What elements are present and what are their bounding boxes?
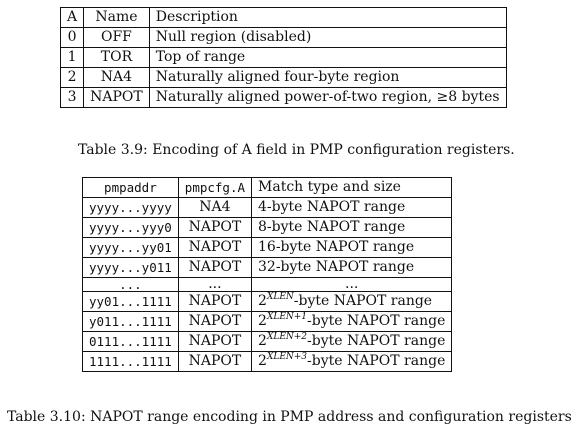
cell-pmpcfg: NAPOT [177, 237, 253, 258]
cell-pmpcfg: NAPOT [177, 257, 253, 278]
cell-pmpcfg: ... [177, 277, 253, 292]
napot-encoding-table: pmpaddr pmpcfg.A Match type and size yyy… [82, 177, 453, 372]
table-row: yy01...1111 NAPOT 2XLEN-byte NAPOT range [82, 291, 453, 312]
cell-match-type: 2XLEN-byte NAPOT range [251, 291, 453, 312]
header-pmpaddr: pmpaddr [82, 177, 179, 198]
cell-pmpaddr: yy01...1111 [82, 291, 179, 312]
cell-match-type: 2XLEN+2-byte NAPOT range [251, 331, 453, 352]
pmp-a-field-table: A Name Description 0 OFF Null region (di… [59, 7, 507, 108]
cell-description: Naturally aligned power-of-two region, ≥… [148, 87, 507, 108]
table-row: y011...1111 NAPOT 2XLEN+1-byte NAPOT ran… [82, 311, 453, 332]
cell-pmpaddr: yyyy...yyyy [82, 197, 179, 218]
cell-a: 3 [59, 87, 85, 108]
cell-pmpaddr: 0111...1111 [82, 331, 179, 352]
header-description: Description [148, 7, 507, 28]
cell-match-type: 4-byte NAPOT range [251, 197, 453, 218]
table-row: 0 OFF Null region (disabled) [59, 27, 507, 48]
table-row: ... ... ... [82, 277, 453, 292]
cell-name: TOR [83, 47, 150, 68]
table-row: yyyy...yy01 NAPOT 16-byte NAPOT range [82, 237, 453, 258]
cell-pmpaddr: yyyy...y011 [82, 257, 179, 278]
cell-pmpaddr: ... [82, 277, 179, 292]
table-row: 2 NA4 Naturally aligned four-byte region [59, 67, 507, 88]
cell-pmpaddr: 1111...1111 [82, 351, 179, 372]
table-row: yyyy...yyyy NA4 4-byte NAPOT range [82, 197, 453, 218]
table-row: 1111...1111 NAPOT 2XLEN+3-byte NAPOT ran… [82, 351, 453, 372]
table-header-row: pmpaddr pmpcfg.A Match type and size [82, 177, 453, 198]
cell-match-type: 16-byte NAPOT range [251, 237, 453, 258]
cell-match-type: 8-byte NAPOT range [251, 217, 453, 238]
cell-pmpaddr: y011...1111 [82, 311, 179, 332]
cell-match-type: 2XLEN+1-byte NAPOT range [251, 311, 453, 332]
cell-name: NA4 [83, 67, 150, 88]
cell-a: 2 [59, 67, 85, 88]
cell-a: 0 [59, 27, 85, 48]
cell-match-type: 2XLEN+3-byte NAPOT range [251, 351, 453, 372]
cell-pmpcfg: NAPOT [177, 291, 253, 312]
cell-match-type: ... [251, 277, 453, 292]
table-row: 1 TOR Top of range [59, 47, 507, 68]
cell-match-type: 32-byte NAPOT range [251, 257, 453, 278]
cell-description: Null region (disabled) [148, 27, 507, 48]
table-caption: Table 3.9: Encoding of A field in PMP co… [78, 142, 515, 158]
cell-pmpcfg: NAPOT [177, 331, 253, 352]
cell-description: Naturally aligned four-byte region [148, 67, 507, 88]
cell-pmpcfg: NAPOT [177, 311, 253, 332]
header-match-type: Match type and size [251, 177, 453, 198]
cell-pmpcfg: NAPOT [177, 217, 253, 238]
header-pmpcfg: pmpcfg.A [177, 177, 253, 198]
cell-pmpaddr: yyyy...yyy0 [82, 217, 179, 238]
table-row: 3 NAPOT Naturally aligned power-of-two r… [59, 87, 507, 108]
cell-pmpcfg: NA4 [177, 197, 253, 218]
header-a: A [59, 7, 85, 28]
cell-description: Top of range [148, 47, 507, 68]
table-row: yyyy...yyy0 NAPOT 8-byte NAPOT range [82, 217, 453, 238]
table-header-row: A Name Description [59, 7, 507, 28]
table-row: yyyy...y011 NAPOT 32-byte NAPOT range [82, 257, 453, 278]
cell-pmpcfg: NAPOT [177, 351, 253, 372]
cell-a: 1 [59, 47, 85, 68]
table-caption: Table 3.10: NAPOT range encoding in PMP … [7, 409, 572, 425]
table-row: 0111...1111 NAPOT 2XLEN+2-byte NAPOT ran… [82, 331, 453, 352]
cell-name: OFF [83, 27, 150, 48]
cell-name: NAPOT [83, 87, 150, 108]
header-name: Name [83, 7, 150, 28]
cell-pmpaddr: yyyy...yy01 [82, 237, 179, 258]
